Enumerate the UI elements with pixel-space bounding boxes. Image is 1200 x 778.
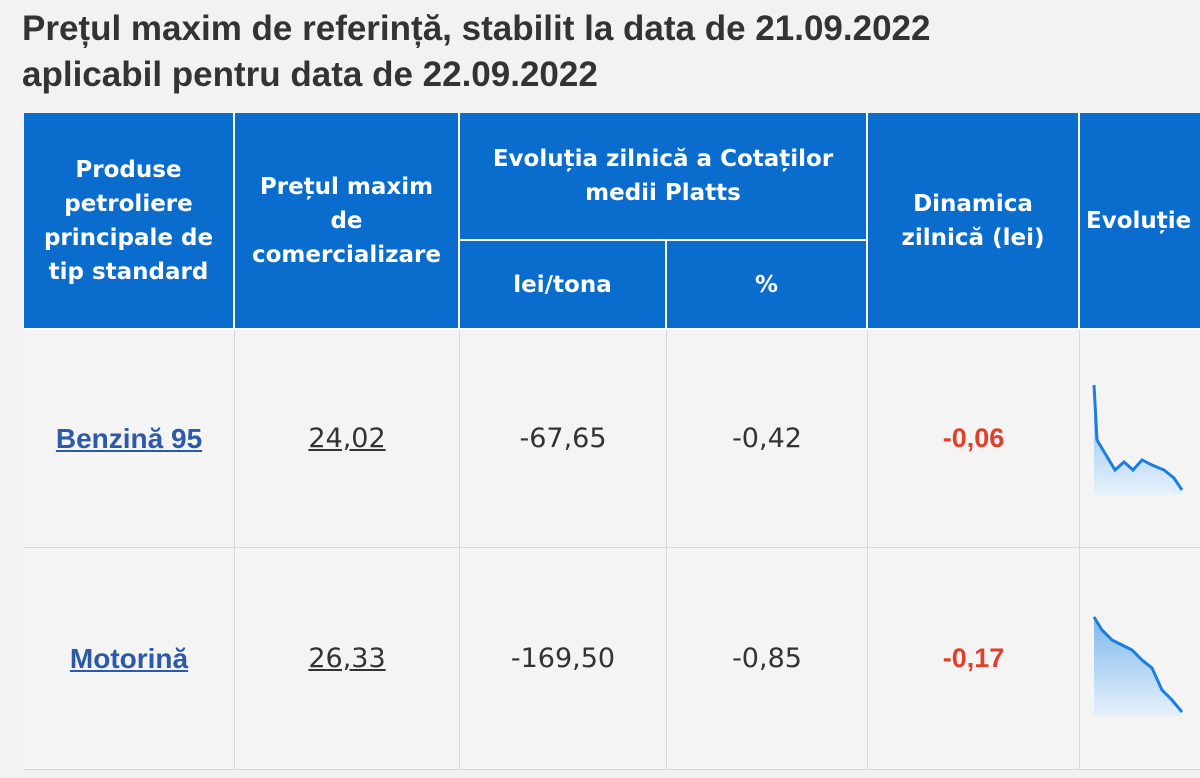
product-link[interactable]: Motorină <box>69 642 189 674</box>
product-link[interactable]: Benzină 95 <box>55 422 203 454</box>
percent-value: -0,42 <box>732 423 802 454</box>
dynamics-value: -0,06 <box>942 423 1005 453</box>
lei-tona-value: -169,50 <box>510 643 616 674</box>
header-cell: Dinamica zilnică (lei) <box>868 113 1080 330</box>
price-table: Produse petroliere principale de tip sta… <box>24 113 1200 773</box>
body-cell: -0,06 <box>868 330 1080 548</box>
sparkline-line <box>1092 616 1184 713</box>
body-cell: Benzină 95 <box>24 330 235 548</box>
body-cell: -0,42 <box>667 330 868 548</box>
header-text: Evoluția zilnică a Cotaților medii Platt… <box>492 146 834 206</box>
lei-tona-value: -67,65 <box>519 423 607 454</box>
sparkline-area <box>1094 385 1182 495</box>
percent-value: -0,85 <box>732 643 802 674</box>
body-cell <box>1080 548 1200 770</box>
sparkline-area <box>1094 617 1182 716</box>
header-text: % <box>754 271 779 298</box>
header-cell: lei/tona <box>460 241 667 330</box>
header-text: Prețul maxim de comercializare <box>252 173 441 268</box>
body-cell: Motorină <box>24 548 235 770</box>
header-cell: Evoluția zilnică a Cotaților medii Platt… <box>460 113 868 241</box>
body-cell: -169,50 <box>460 548 667 770</box>
body-cell: 26,33 <box>235 548 460 770</box>
price-value[interactable]: 26,33 <box>308 643 386 674</box>
body-cell: -0,85 <box>667 548 868 770</box>
title-line: Prețul maxim de referință, stabilit la d… <box>22 9 931 48</box>
header-cell: % <box>667 241 868 330</box>
body-cell: 24,02 <box>235 330 460 548</box>
price-value[interactable]: 24,02 <box>308 423 386 454</box>
sparkline <box>1092 616 1184 716</box>
body-cell <box>1080 330 1200 548</box>
title-line: aplicabil pentru data de 22.09.2022 <box>22 55 598 94</box>
header-cell: Produse petroliere principale de tip sta… <box>24 113 235 330</box>
body-cell: -67,65 <box>460 330 667 548</box>
dynamics-value: -0,17 <box>942 643 1005 673</box>
header-text: lei/tona <box>513 271 612 298</box>
header-cell: Evoluție <box>1080 113 1200 330</box>
header-cell: Prețul maxim de comercializare <box>235 113 460 330</box>
header-text: Evoluție <box>1086 207 1192 234</box>
header-text: Produse petroliere principale de tip sta… <box>43 156 214 285</box>
sparkline-line <box>1092 384 1184 491</box>
body-cell: -0,17 <box>868 548 1080 770</box>
header-text: Dinamica zilnică (lei) <box>901 190 1045 251</box>
sparkline <box>1092 384 1184 495</box>
page-title: Prețul maxim de referință, stabilit la d… <box>22 6 930 98</box>
